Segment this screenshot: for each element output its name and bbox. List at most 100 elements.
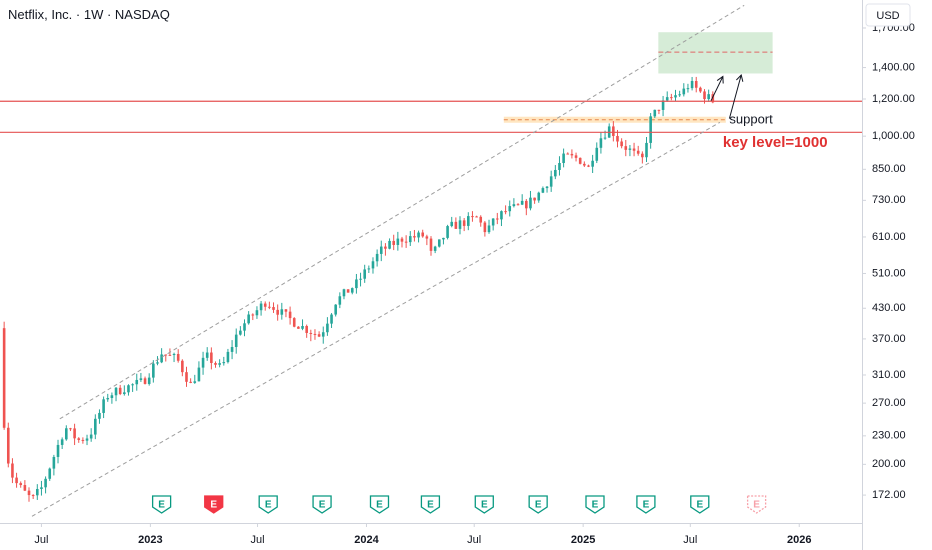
candle-body — [711, 94, 715, 103]
candle-body — [222, 362, 226, 364]
candle-body — [657, 109, 661, 111]
candle-body — [525, 200, 528, 209]
projection-arrowhead-1 — [716, 75, 724, 84]
candle-body — [661, 100, 665, 110]
candle-body — [60, 439, 64, 445]
key-level-label: key level=1000 — [723, 134, 828, 151]
candle-body — [131, 384, 134, 386]
candle-body — [379, 246, 383, 254]
candle-body — [690, 80, 694, 89]
candle-body — [425, 236, 429, 239]
candle-body — [65, 428, 68, 440]
candle-body — [243, 323, 246, 331]
candle-body — [147, 377, 151, 384]
candle-body — [156, 362, 159, 364]
earnings-marker[interactable]: E — [474, 495, 494, 514]
earnings-badge — [258, 495, 278, 514]
currency-button[interactable] — [865, 3, 911, 27]
candle-body — [641, 153, 644, 158]
candle-body — [496, 218, 499, 220]
earnings-badge — [474, 495, 494, 514]
earnings-marker[interactable]: E — [369, 495, 390, 514]
time-axis[interactable]: Jul 2023 Jul 2024 Jul 2025 Jul 2026 — [34, 523, 811, 546]
candle-body — [31, 495, 35, 497]
time-tick-label: Jul — [34, 534, 48, 546]
candle-body — [301, 326, 304, 329]
earnings-label: E — [376, 500, 383, 511]
earnings-label: E — [696, 500, 703, 511]
earnings-marker[interactable]: E — [746, 495, 767, 514]
candle-body — [268, 306, 271, 308]
price-tick-label: 270.00 — [872, 397, 906, 409]
candle-body — [612, 126, 615, 136]
candle-body — [446, 226, 449, 238]
earnings-label: E — [427, 500, 434, 511]
candle-body — [483, 222, 487, 233]
earnings-marker[interactable]: E — [420, 495, 441, 514]
candle-body — [342, 289, 346, 297]
price-tick-label: 172.00 — [872, 489, 906, 501]
candle-body — [355, 279, 358, 289]
candle-body — [110, 395, 114, 399]
candle-body — [172, 353, 176, 356]
candle-body — [392, 240, 396, 245]
candle-body — [334, 304, 337, 315]
earnings-marker[interactable]: E — [528, 495, 548, 514]
candle-body — [102, 399, 105, 413]
price-axis[interactable]: 1,700.001,400.001,200.001,000.00850.0073… — [862, 22, 915, 501]
candle-body — [317, 334, 321, 337]
earnings-marker[interactable]: E — [312, 495, 332, 514]
candle-body — [114, 387, 118, 396]
candle-body — [595, 147, 599, 161]
earnings-marker[interactable]: E — [258, 495, 278, 514]
candle-body — [73, 428, 76, 439]
earnings-marker[interactable]: E — [204, 495, 224, 514]
candle-body — [226, 351, 230, 363]
earnings-label: E — [158, 500, 165, 511]
candle-body — [624, 146, 628, 150]
candle-body — [326, 323, 329, 333]
price-tick-label: 510.00 — [872, 267, 906, 279]
candle-body — [487, 225, 491, 233]
candle-body — [44, 478, 47, 488]
projection-arrow-2[interactable] — [728, 74, 742, 119]
candle-body — [599, 138, 603, 148]
candle-body — [479, 216, 483, 223]
candle-body — [628, 148, 632, 150]
earnings-marker[interactable]: E — [585, 495, 605, 514]
earnings-marker[interactable]: E — [636, 495, 656, 514]
earnings-marker[interactable]: E — [151, 495, 172, 514]
candle-body — [69, 428, 72, 430]
time-tick-label: Jul — [683, 534, 697, 546]
earnings-marker[interactable]: E — [690, 495, 710, 514]
channel-line-2[interactable] — [31, 121, 721, 517]
candle-body — [40, 487, 43, 489]
candle-body — [94, 418, 97, 435]
target-zone — [658, 32, 773, 74]
candle-body — [181, 360, 184, 373]
candle-body — [185, 372, 188, 382]
candle-body — [197, 367, 201, 382]
candle-body — [433, 246, 437, 251]
time-tick-label: 2026 — [787, 534, 811, 546]
candle-body — [649, 116, 652, 143]
candle-body — [2, 328, 6, 428]
candle-body — [545, 186, 549, 189]
candle-body — [549, 176, 553, 187]
candle-body — [160, 354, 163, 363]
candle-body — [259, 303, 263, 311]
candle-body — [135, 379, 139, 385]
candle-body — [554, 169, 557, 177]
projection-arrow-1[interactable] — [710, 76, 724, 101]
candle-body — [123, 392, 126, 395]
earnings-badge — [312, 495, 332, 514]
channel-line-1[interactable] — [59, 4, 745, 420]
candle-body — [359, 278, 362, 280]
candle-body — [284, 309, 288, 312]
candle-body — [118, 387, 122, 395]
candle-body — [214, 363, 217, 365]
earnings-badge — [369, 495, 390, 514]
candle-body — [400, 238, 404, 242]
candle-body — [193, 381, 197, 383]
